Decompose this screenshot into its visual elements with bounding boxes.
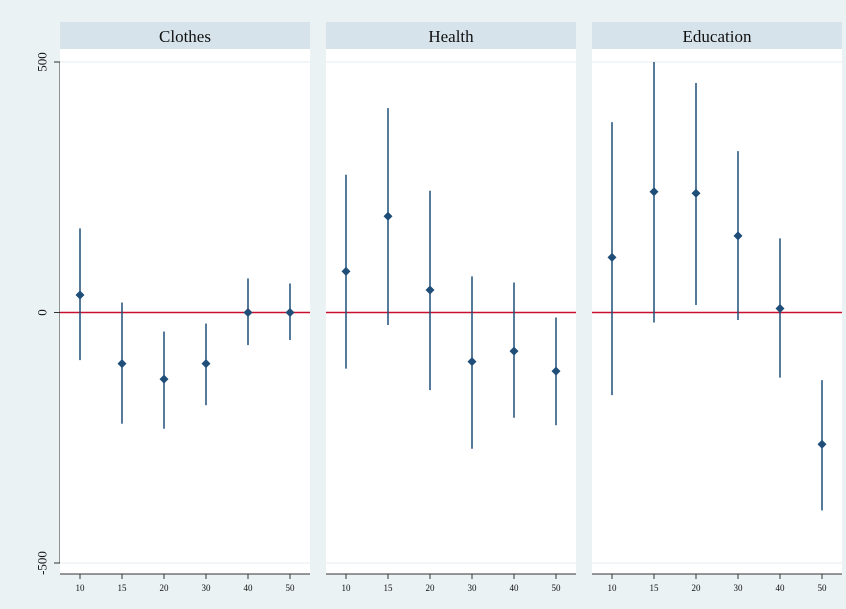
- point-estimate: [551, 366, 561, 376]
- panel-health: Health 10 15 20 30 40 50: [326, 22, 576, 593]
- x-tick-label: 50: [286, 583, 296, 593]
- point-estimate: [243, 308, 253, 317]
- x-tick-label: 20: [692, 583, 702, 593]
- x-tick-label: 15: [650, 583, 660, 593]
- x-tick-label: 20: [426, 583, 436, 593]
- panel-header: [326, 22, 576, 49]
- point-estimate: [817, 439, 827, 449]
- panel-plot-area: [326, 49, 576, 574]
- point-estimate: [425, 285, 435, 295]
- point-estimate: [201, 359, 211, 369]
- x-tick-label: 20: [160, 583, 170, 593]
- point-estimate: [117, 359, 127, 369]
- y-tick-label: 500: [35, 52, 50, 72]
- point-estimate: [607, 252, 617, 262]
- panel-header: [592, 22, 842, 49]
- x-tick-label: 30: [468, 583, 478, 593]
- x-tick-label: 30: [734, 583, 744, 593]
- panel-plot-area: [60, 49, 310, 574]
- x-tick-label: 10: [608, 583, 618, 593]
- x-tick-label: 40: [776, 583, 786, 593]
- point-estimate: [509, 346, 519, 356]
- panel-title: Clothes: [159, 27, 211, 46]
- x-tick-label: 50: [552, 583, 562, 593]
- point-estimate: [383, 211, 393, 221]
- point-estimate: [341, 266, 351, 276]
- x-tick-label: 30: [202, 583, 212, 593]
- x-tick-label: 50: [818, 583, 828, 593]
- point-estimate: [285, 308, 295, 317]
- panel-education: Education 10 15 20 30 40 50: [592, 22, 842, 593]
- panel-header: [60, 22, 310, 49]
- y-tick-label: 0: [35, 309, 50, 316]
- point-estimate: [775, 303, 785, 313]
- panel-title: Education: [683, 27, 752, 46]
- point-estimate: [75, 290, 85, 300]
- x-tick-label: 10: [342, 583, 352, 593]
- y-tick-label: -500: [35, 551, 50, 575]
- point-estimate: [159, 374, 169, 384]
- point-estimate: [649, 187, 659, 197]
- x-tick-label: 40: [510, 583, 520, 593]
- panel-clothes: Clothes 10 15 20 30 40 50: [60, 22, 310, 593]
- point-estimate: [467, 357, 477, 367]
- x-tick-label: 10: [76, 583, 86, 593]
- point-estimate: [733, 231, 743, 241]
- point-estimate: [691, 188, 701, 198]
- x-tick-label: 15: [384, 583, 394, 593]
- panel-title: Health: [428, 27, 474, 46]
- x-tick-label: 15: [118, 583, 128, 593]
- panel-plot-area: [592, 49, 842, 574]
- x-tick-label: 40: [244, 583, 254, 593]
